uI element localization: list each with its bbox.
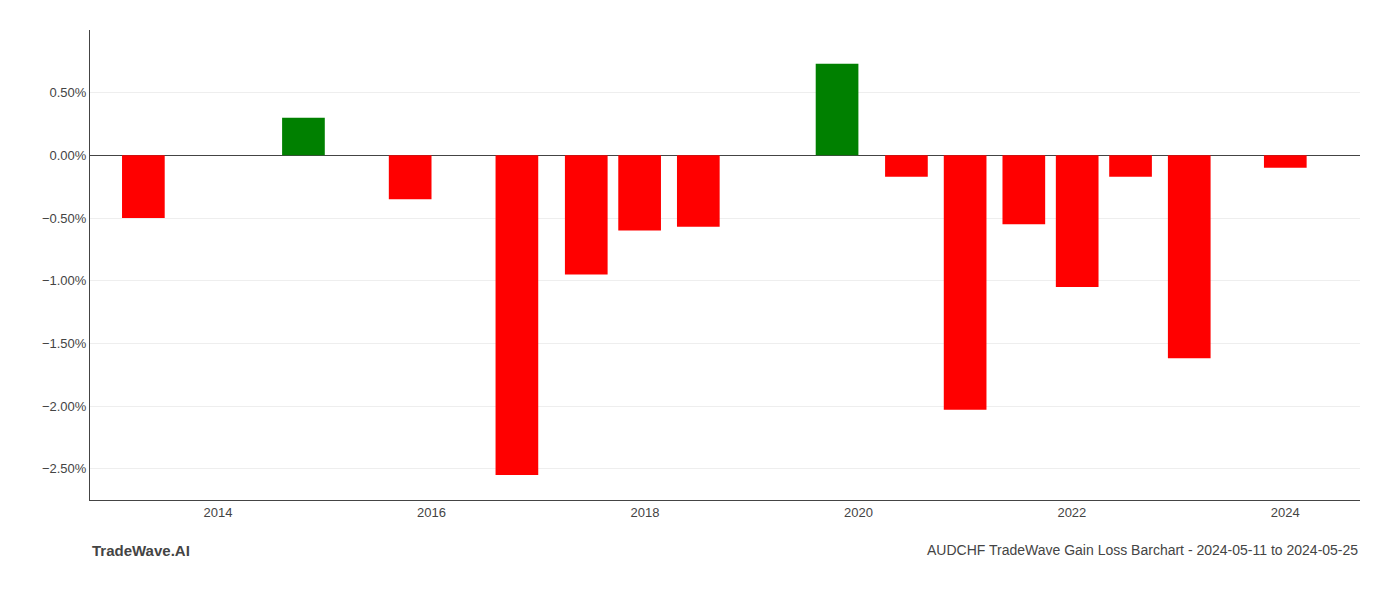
svg-text:2022: 2022 <box>1057 505 1086 520</box>
svg-text:2018: 2018 <box>630 505 659 520</box>
svg-text:2020: 2020 <box>844 505 873 520</box>
svg-text:−2.00%: −2.00% <box>42 399 87 414</box>
svg-text:2024: 2024 <box>1271 505 1300 520</box>
svg-text:−2.50%: −2.50% <box>42 461 87 476</box>
svg-text:2016: 2016 <box>417 505 446 520</box>
svg-text:0.00%: 0.00% <box>50 148 87 163</box>
svg-text:0.50%: 0.50% <box>50 85 87 100</box>
svg-text:2014: 2014 <box>204 505 233 520</box>
svg-text:−1.00%: −1.00% <box>42 273 87 288</box>
svg-text:−0.50%: −0.50% <box>42 211 87 226</box>
svg-text:−1.50%: −1.50% <box>42 336 87 351</box>
svg-text:TradeWave.AI: TradeWave.AI <box>92 542 190 559</box>
svg-text:AUDCHF TradeWave Gain Loss Bar: AUDCHF TradeWave Gain Loss Barchart - 20… <box>927 542 1358 558</box>
